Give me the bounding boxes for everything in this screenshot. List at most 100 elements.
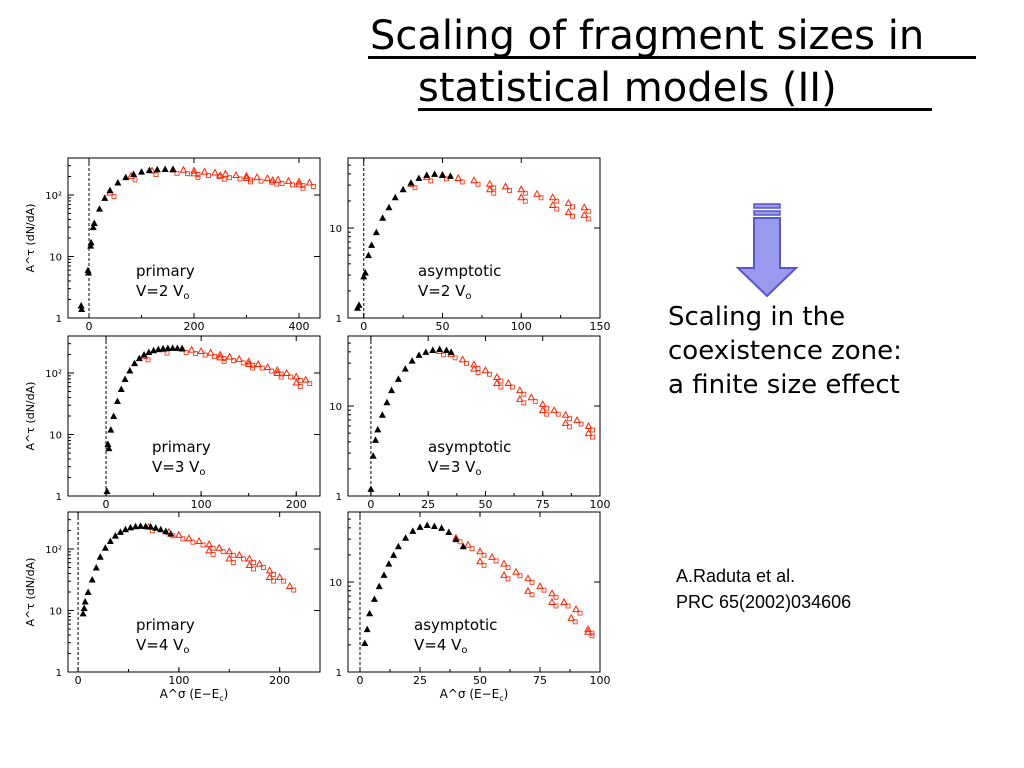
data-point-black <box>423 171 431 178</box>
data-point-red-square <box>237 176 243 182</box>
data-point-black <box>116 528 124 535</box>
data-point-black <box>84 588 92 595</box>
data-point-red-square <box>567 424 573 430</box>
data-point-red <box>458 355 467 363</box>
y-tick-label: 1 <box>336 314 342 325</box>
x-tick-label: 200 <box>269 674 290 687</box>
x-tick-label: 0 <box>75 674 82 687</box>
x-tick-label: 50 <box>436 320 450 333</box>
data-point-black <box>431 170 439 177</box>
data-point-black <box>121 375 129 382</box>
data-point-red <box>500 570 508 578</box>
data-point-black <box>423 521 431 529</box>
x-tick-label: 0 <box>103 498 110 511</box>
data-point-red-square <box>210 545 216 551</box>
data-point-red <box>548 201 557 209</box>
x-tick-label: 100 <box>191 498 212 511</box>
data-point-red-square <box>555 411 561 417</box>
data-point-red <box>190 169 198 177</box>
data-point-black <box>367 485 375 492</box>
panel-label-type: primary <box>136 262 195 280</box>
data-point-black <box>459 542 467 550</box>
data-point-red-square <box>307 381 313 387</box>
data-point-red <box>235 550 244 558</box>
chart-svg-0: 0 200 400 1 10 10² A^τ (dN/dA) primary V=2 Vo <box>24 157 321 333</box>
data-point-black <box>401 365 409 372</box>
data-point-black <box>409 527 417 534</box>
panel-label-type: primary <box>136 616 195 634</box>
reference-citation: A.Raduta et al. PRC 65(2002)034606 <box>676 563 851 615</box>
x-tick-label: 200 <box>184 320 205 333</box>
data-point-black <box>130 170 138 177</box>
data-point-red-square <box>567 416 573 422</box>
data-point-red-square <box>240 360 246 366</box>
data-point-black <box>380 571 388 578</box>
data-point-black <box>355 301 363 308</box>
data-point-red <box>200 167 209 175</box>
data-point-red-square <box>553 594 559 600</box>
data-point-black <box>78 305 86 313</box>
data-point-red-square <box>452 355 458 361</box>
data-point-red-square <box>200 542 206 548</box>
data-point-red-square <box>185 171 190 177</box>
y-tick-label: 10 <box>49 253 62 264</box>
data-point-red <box>536 582 544 590</box>
data-point-red-square <box>428 178 434 184</box>
data-point-red-square <box>541 587 547 593</box>
data-point-red-square <box>227 175 232 181</box>
data-point-black <box>162 527 170 535</box>
x-tick-label: 0 <box>86 320 93 333</box>
data-point-red-square <box>475 370 481 376</box>
data-point-black <box>113 397 121 405</box>
data-point-black <box>103 487 111 495</box>
data-point-black <box>364 251 372 259</box>
data-point-red-square <box>481 562 487 568</box>
data-point-red <box>515 386 524 394</box>
data-point-red <box>265 573 274 581</box>
data-point-red <box>548 193 557 201</box>
data-point-red-square <box>180 536 186 542</box>
y-tick-label: 10 <box>49 431 62 442</box>
data-point-black <box>114 178 122 186</box>
panel-label-type: primary <box>152 438 211 456</box>
data-point-black <box>436 345 444 353</box>
data-point-red <box>550 406 559 414</box>
data-point-red <box>584 429 593 437</box>
data-point-red-square <box>498 384 504 390</box>
data-point-black <box>137 522 145 529</box>
data-point-black <box>390 551 398 558</box>
data-point-black <box>169 165 177 173</box>
x-tick-label: 400 <box>289 320 310 333</box>
panel-label-velocity: V=2 Vo <box>136 282 190 302</box>
data-point-red <box>560 597 568 605</box>
data-point-red-square <box>521 391 527 397</box>
data-point-black <box>79 609 87 617</box>
data-point-red <box>295 180 303 188</box>
data-point-red-square <box>475 181 481 187</box>
data-point-red <box>572 605 580 613</box>
data-point-red <box>216 350 224 358</box>
y-tick-label: 10² <box>45 545 62 556</box>
data-point-red <box>211 168 219 176</box>
data-point-black <box>361 269 369 276</box>
data-point-red-square <box>554 206 560 212</box>
data-point-black <box>131 359 139 367</box>
data-point-red-square <box>577 610 583 616</box>
data-point-red <box>292 378 301 386</box>
data-point-black <box>378 411 386 418</box>
data-point-red-square <box>481 552 487 558</box>
data-point-black <box>132 522 140 530</box>
data-point-red-square <box>240 556 246 562</box>
data-point-red <box>548 597 556 605</box>
data-point-red <box>533 189 541 197</box>
plot-frame <box>67 511 321 673</box>
panel-label-type: asymptotic <box>428 438 511 456</box>
data-point-black <box>385 560 393 567</box>
data-point-red <box>485 185 494 193</box>
data-point-red <box>232 170 240 178</box>
data-point-black <box>111 532 119 539</box>
data-point-red <box>175 530 183 538</box>
data-point-red <box>263 363 272 371</box>
plot-frame <box>347 511 601 673</box>
data-point-red-square <box>221 358 227 364</box>
